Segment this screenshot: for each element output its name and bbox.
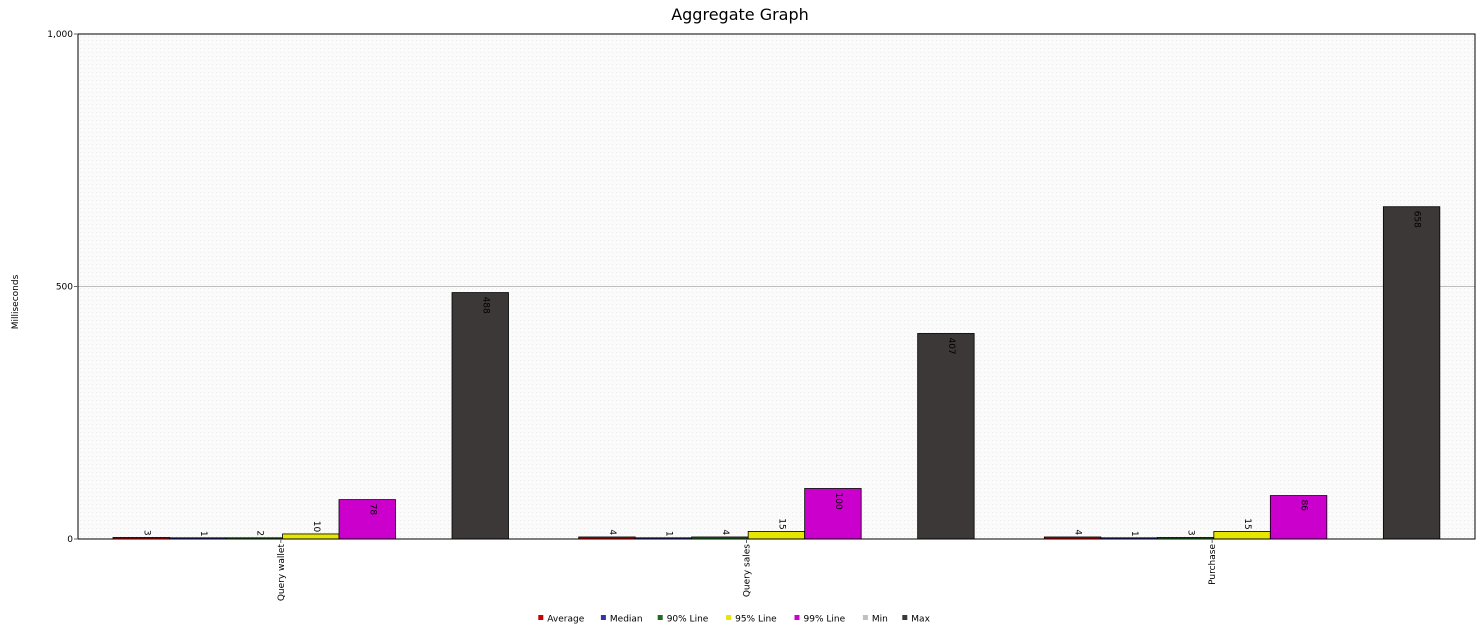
- chart-title: Aggregate Graph: [671, 5, 809, 24]
- bar-99-line: [804, 488, 862, 540]
- legend-label: 90% Line: [667, 615, 709, 625]
- category-label: Purchase: [1208, 544, 1218, 585]
- y-tick-label: 0: [67, 535, 73, 545]
- data-label: 1: [663, 531, 673, 537]
- data-label: 78: [367, 504, 377, 516]
- data-label: 407: [946, 337, 956, 354]
- legend-label: Max: [911, 615, 930, 625]
- data-label: 4: [607, 529, 617, 535]
- bar-max: [917, 333, 975, 540]
- legend-label: Min: [872, 615, 888, 625]
- legend-swatch: [657, 615, 663, 620]
- legend-label: Median: [610, 615, 643, 625]
- data-labels: 3 1 2 10 78 488 4 1 4 15 100 407 4 1 3 15 86 658: [141, 211, 1421, 537]
- bars: [112, 206, 1441, 540]
- legend-swatch: [538, 615, 544, 620]
- legend-label: 99% Line: [804, 615, 846, 625]
- legend-label: Average: [547, 615, 584, 625]
- data-label: 658: [1412, 211, 1422, 228]
- category-label: Query sales: [743, 544, 753, 597]
- legend-label: 95% Line: [735, 615, 777, 625]
- y-tick-label: 500: [56, 283, 73, 293]
- y-tick-label: 1,000: [47, 30, 73, 40]
- bar-99-line: [338, 499, 396, 540]
- legend-swatch: [600, 615, 606, 620]
- category-labels: Query wallet Query sales Purchase: [277, 539, 1218, 601]
- bar-max: [451, 292, 509, 540]
- data-label: 3: [1186, 530, 1196, 536]
- data-label: 10: [311, 521, 321, 533]
- data-label: 2: [254, 530, 264, 536]
- category-label: Query wallet: [277, 544, 287, 602]
- data-label: 488: [480, 297, 490, 314]
- bar-95-line: [1213, 531, 1271, 540]
- bar-max: [1382, 206, 1441, 540]
- data-label: 15: [1242, 518, 1252, 529]
- legend-swatch: [902, 615, 908, 620]
- data-label: 100: [833, 493, 843, 510]
- legend-swatch: [794, 615, 800, 620]
- bar-95-line: [282, 533, 340, 540]
- data-label: 15: [776, 518, 786, 529]
- bar-95-line: [747, 531, 806, 540]
- data-label: 4: [720, 529, 730, 535]
- data-label: 3: [141, 530, 151, 536]
- legend: Average Median 90% Line 95% Line 99% Line Min…: [538, 615, 931, 625]
- y-axis-ticks: 0 500 1,000: [47, 30, 78, 545]
- data-label: 86: [1299, 500, 1309, 512]
- legend-swatch: [862, 615, 868, 620]
- data-label: 1: [1129, 531, 1139, 537]
- bar-99-line: [1269, 495, 1328, 540]
- legend-swatch: [726, 615, 732, 620]
- y-axis-label: Milliseconds: [11, 274, 21, 329]
- data-label: 1: [198, 531, 208, 537]
- data-label: 4: [1073, 529, 1083, 535]
